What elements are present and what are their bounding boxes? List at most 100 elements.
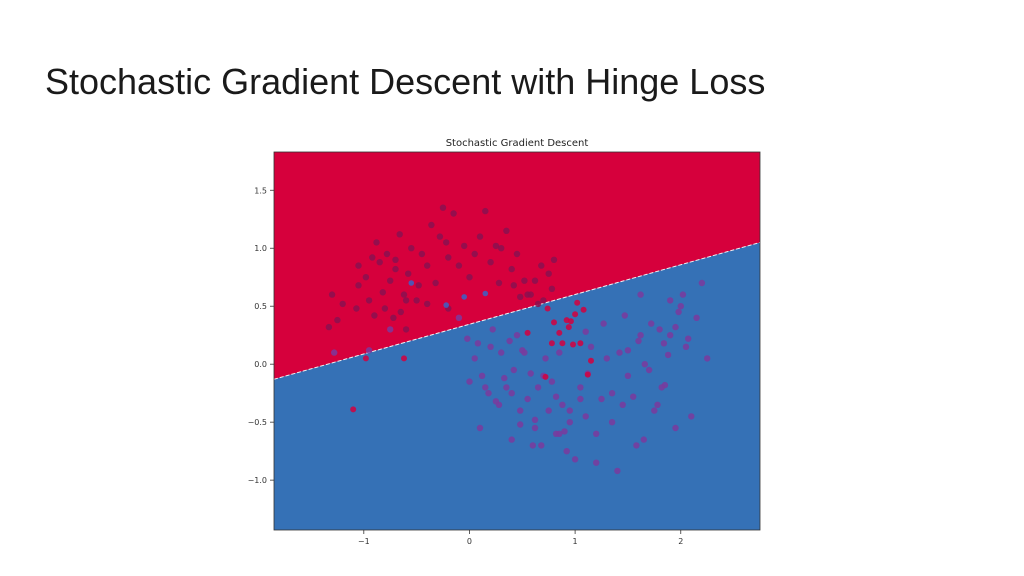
x-axis: −1 0 1 2 xyxy=(358,530,683,546)
scatter-point xyxy=(544,305,551,312)
scatter-points xyxy=(325,204,711,475)
scatter-point xyxy=(637,291,644,298)
scatter-point xyxy=(508,390,515,397)
scatter-point xyxy=(540,297,547,304)
scatter-point xyxy=(577,384,584,391)
y-tick-label: −1.0 xyxy=(248,476,267,485)
scatter-point xyxy=(704,355,711,362)
scatter-point xyxy=(503,227,510,234)
scatter-point xyxy=(498,245,505,252)
scatter-point xyxy=(415,282,422,289)
scatter-point xyxy=(656,326,663,333)
scatter-point xyxy=(482,384,489,391)
scatter-point xyxy=(566,407,573,414)
scatter-point xyxy=(548,378,556,385)
scatter-point xyxy=(521,277,528,284)
scatter-point xyxy=(350,406,357,413)
scatter-point xyxy=(529,442,536,449)
scatter-point xyxy=(688,413,695,420)
scatter-point xyxy=(534,300,542,308)
scatter-point xyxy=(405,270,412,277)
scatter-point xyxy=(608,419,616,426)
scatter-point xyxy=(640,436,647,443)
scatter-point xyxy=(577,340,584,347)
scatter-point xyxy=(679,291,687,298)
scatter-point xyxy=(577,395,584,403)
scatter-point xyxy=(482,207,489,215)
scatter-point xyxy=(682,343,690,350)
scatter-point xyxy=(664,351,672,359)
scatter-point xyxy=(570,341,576,348)
scatter-point xyxy=(402,326,410,333)
scatter-point xyxy=(552,393,560,400)
y-tick-label: 1.5 xyxy=(254,186,267,195)
scatter-point xyxy=(608,390,616,397)
scatter-point xyxy=(561,428,568,435)
scatter-point xyxy=(563,448,570,455)
y-tick-label: 0.0 xyxy=(254,360,267,369)
decision-boundary xyxy=(274,241,760,380)
scatter-point xyxy=(450,210,457,217)
scatter-point xyxy=(667,297,674,304)
scatter-point xyxy=(471,355,478,362)
scatter-point xyxy=(550,256,558,263)
scatter-point xyxy=(401,355,407,362)
scatter-point xyxy=(513,250,521,258)
scatter-point xyxy=(517,407,524,414)
y-axis: 1.5 1.0 0.5 0.0 −0.5 −1.0 xyxy=(248,186,274,485)
scatter-point xyxy=(527,370,534,377)
scatter-point xyxy=(424,300,431,308)
scatter-point xyxy=(436,233,444,240)
scatter-point xyxy=(582,328,589,335)
scatter-point xyxy=(392,265,399,273)
scatter-point xyxy=(534,384,542,391)
scatter-point xyxy=(510,366,517,374)
scatter-point xyxy=(551,319,557,326)
scatter-point xyxy=(542,373,549,380)
scatter-point xyxy=(381,305,389,312)
slide-title: Stochastic Gradient Descent with Hinge L… xyxy=(45,61,766,102)
scatter-point xyxy=(513,332,521,339)
scatter-point xyxy=(531,416,539,423)
scatter-point xyxy=(371,312,378,319)
scatter-point xyxy=(593,459,600,466)
scatter-point xyxy=(672,323,679,331)
scatter-point xyxy=(474,340,482,347)
scatter-point xyxy=(428,221,435,229)
scatter-point xyxy=(582,413,589,420)
scatter-point xyxy=(538,442,545,449)
scatter-point xyxy=(645,366,653,374)
scatter-point xyxy=(506,337,513,345)
scatter-point xyxy=(531,277,539,284)
scatter-point xyxy=(498,349,505,356)
scatter-point xyxy=(418,250,426,258)
scatter-point xyxy=(325,323,333,331)
scatter-point xyxy=(397,308,404,316)
scatter-point xyxy=(685,335,692,342)
scatter-point xyxy=(402,297,410,304)
scatter-point xyxy=(331,349,338,356)
scatter-point xyxy=(439,204,447,211)
x-tick-label: 1 xyxy=(573,537,578,546)
scatter-point xyxy=(413,297,420,304)
scatter-point xyxy=(633,442,640,449)
scatter-point xyxy=(600,320,607,327)
scatter-point xyxy=(369,254,376,261)
scatter-point xyxy=(392,256,399,263)
scatter-point xyxy=(482,290,489,297)
scatter-point xyxy=(517,421,524,428)
scatter-point xyxy=(508,436,515,443)
scatter-point xyxy=(365,347,373,354)
scatter-point xyxy=(466,378,473,385)
scatter-point xyxy=(574,299,581,306)
x-tick-label: 2 xyxy=(678,537,683,546)
scatter-point xyxy=(556,430,563,437)
scatter-point xyxy=(556,349,563,356)
scatter-point xyxy=(698,279,706,287)
scatter-point xyxy=(461,242,468,250)
scatter-point xyxy=(503,384,510,391)
scatter-point xyxy=(675,308,682,316)
scatter-point xyxy=(408,245,415,252)
scatter-point xyxy=(353,305,360,312)
y-tick-label: −0.5 xyxy=(248,418,267,427)
